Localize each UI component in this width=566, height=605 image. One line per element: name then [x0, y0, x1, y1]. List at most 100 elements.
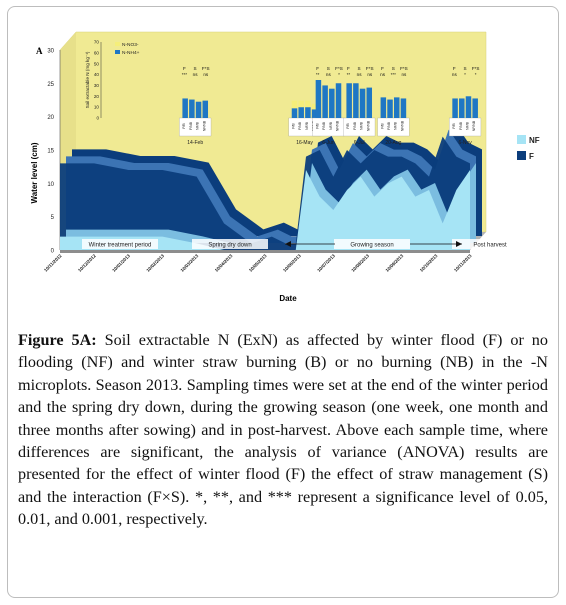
- bar-group-panel: [377, 117, 410, 137]
- x-tick-label: 10/07/2013: [316, 253, 336, 273]
- soil-n-bars: 0 10 20 30 40 50 60 70 Soil extractable N (mg kg…: [85, 40, 482, 146]
- soil-n-tick-label: 50: [94, 61, 100, 66]
- bar-nh4: [393, 97, 400, 118]
- anova-factor-label: F*S: [335, 66, 343, 71]
- soil-n-tick-label: 40: [94, 72, 100, 77]
- treatment-label: NF/NB: [366, 120, 370, 131]
- treatment-label: NF/NB: [336, 120, 340, 131]
- anova-significance: **: [347, 72, 351, 77]
- y-tick-label: 15: [47, 149, 54, 155]
- period-arrow-left-head: [285, 241, 291, 247]
- anova-significance: ns: [326, 72, 332, 77]
- period-labels: Winter treatment period Spring dry down Gr…: [82, 239, 528, 249]
- anova-significance: ns: [193, 72, 199, 77]
- anova-significance: ns: [401, 72, 407, 77]
- treatment-label: NF/B: [196, 121, 200, 129]
- anova-significance: ns: [357, 72, 363, 77]
- treatment-label: NF/B: [360, 121, 364, 129]
- anova-factor-label: F*S: [202, 66, 210, 71]
- anova-factor-label: S: [327, 66, 330, 71]
- y-tick-label: 25: [47, 82, 54, 88]
- treatment-label: NF/B: [305, 121, 309, 129]
- legend-swatch-f: [517, 151, 526, 160]
- sample-date-label: 14-Feb: [187, 140, 203, 146]
- anova-significance: **: [316, 72, 320, 77]
- period-arrow-right-head: [456, 241, 462, 247]
- treatment-label: NF/NB: [400, 120, 404, 131]
- anova-factor-label: F: [316, 66, 319, 71]
- bar-nh4: [195, 101, 202, 118]
- anova-factor-label: F: [453, 66, 456, 71]
- treatment-label: F/NB: [353, 121, 357, 129]
- period-label: Spring dry down: [208, 243, 251, 249]
- anova-factor-label: F*S: [472, 66, 480, 71]
- water-axis: 0 5 10 15 20 25 30: [47, 49, 61, 255]
- x-tick-label: 10/06/2013: [282, 253, 302, 273]
- anova-significance: ns: [452, 72, 458, 77]
- x-tick-label: 10/10/2013: [419, 253, 439, 273]
- panel-label: A: [36, 46, 43, 56]
- treatment-label: F/NB: [459, 121, 463, 129]
- bar-nh4: [305, 107, 311, 118]
- y-axis-label: Water level (cm): [30, 142, 39, 203]
- treatment-label: F/B: [452, 123, 456, 129]
- treatment-label: F/B: [292, 123, 296, 129]
- bar-nh4: [311, 109, 318, 118]
- sample-date-label: 6-Jun: [322, 140, 335, 146]
- bar-group-panel: [179, 117, 212, 137]
- x-tick-label: 10/05/2013: [248, 253, 268, 273]
- bar-no3: [291, 100, 298, 109]
- sample-date-label: 6-Nov: [458, 140, 472, 146]
- y-tick-label: 5: [51, 215, 55, 221]
- soil-n-tick-label: 20: [94, 94, 100, 99]
- bar-nh4: [359, 88, 366, 118]
- bar-no3: [305, 100, 311, 108]
- bar-nh4: [189, 99, 195, 118]
- anova-significance: *: [475, 72, 477, 77]
- treatment-label: F/NB: [298, 121, 302, 129]
- anova-factor-label: S: [463, 66, 466, 71]
- bar-no3: [298, 100, 304, 108]
- anova-significance: ***: [182, 72, 188, 77]
- treatment-label: NF/B: [465, 121, 469, 129]
- sample-date-label: 20-Aug: [385, 140, 401, 146]
- legend-label-f: F: [529, 152, 534, 161]
- legend-swatch-nh4: [115, 50, 120, 54]
- water-level-areas: [60, 122, 482, 250]
- bar-group-panel: [449, 117, 482, 137]
- treatment-label: NF/B: [394, 121, 398, 129]
- bar-nh4: [298, 107, 304, 118]
- anova-factor-label: S: [392, 66, 395, 71]
- period-label-bg: [82, 239, 158, 249]
- soil-n-tick-label: 10: [94, 105, 100, 110]
- x-tick-label: 10/03/2013: [180, 253, 200, 273]
- period-label: Growing season: [350, 243, 393, 249]
- bar-nh4: [465, 96, 472, 118]
- treatment-label: NF/NB: [472, 120, 476, 131]
- bar-nh4: [472, 98, 478, 118]
- soil-n-tick-label: 60: [94, 50, 100, 55]
- legend-label-nf: NF: [529, 136, 540, 145]
- treatment-label: F/NB: [387, 121, 391, 129]
- chart-svg: 0 5 10 15 20 25 30 Winter treatment period Spri…: [30, 31, 540, 303]
- bar-group-panel: [343, 117, 376, 137]
- x-axis-label: Date: [279, 294, 297, 303]
- period-label-bg: [452, 239, 528, 249]
- legends: N-NO3- N-NH4+ NF F: [115, 42, 540, 161]
- bar-nh4: [459, 98, 465, 118]
- soil-n-axis-label: Soil extractable N (mg kg⁻¹): [85, 51, 90, 108]
- anova-significance: ns: [203, 72, 209, 77]
- anova-factor-label: F: [381, 66, 384, 71]
- legend-label-no3: N-NO3-: [122, 42, 139, 48]
- soil-n-tick-label: 30: [94, 83, 100, 88]
- date-ticks: 10/11/2012 10/12/2012 10/01/2013 10/02/2013…: [43, 253, 473, 273]
- bar-nh4: [335, 83, 342, 118]
- treatment-label: NF/NB: [202, 120, 206, 131]
- anova-factor-label: F: [183, 66, 186, 71]
- floor-edge: [60, 250, 470, 253]
- bar-nh4: [400, 98, 407, 118]
- anova-significance: *: [338, 72, 340, 77]
- treatment-label: F/B: [346, 123, 350, 129]
- anova-factor-label: F: [347, 66, 350, 71]
- bar-nh4: [322, 85, 328, 118]
